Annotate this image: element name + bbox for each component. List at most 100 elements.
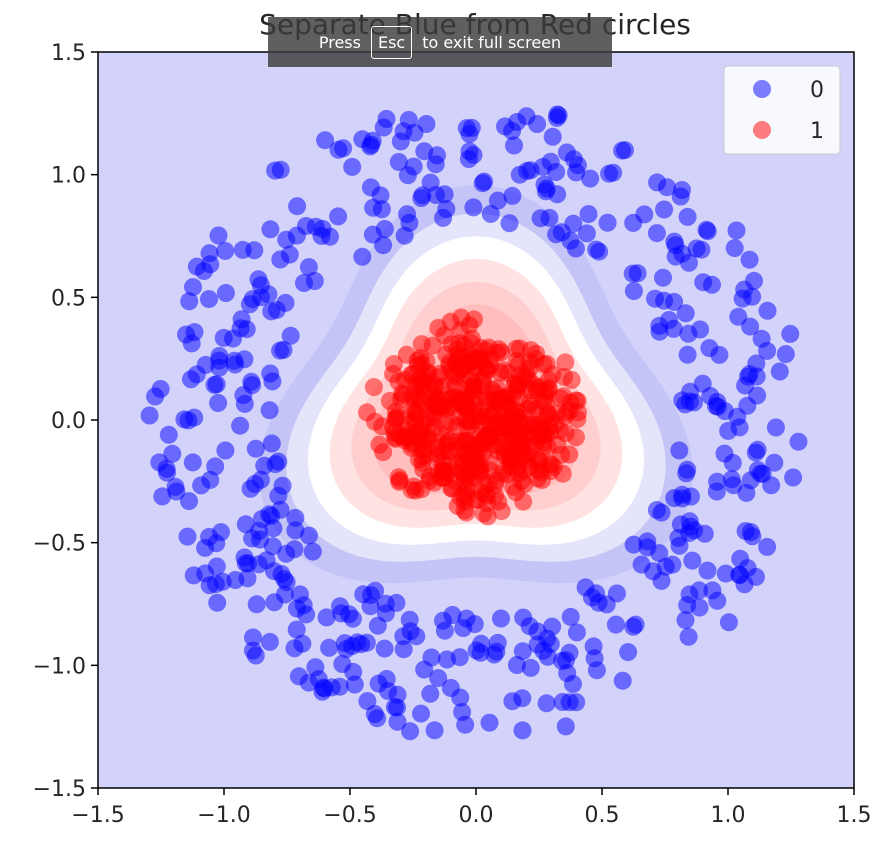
point-series-0 — [210, 347, 229, 365]
point-series-0 — [665, 489, 684, 508]
legend-label-0: 0 — [810, 78, 824, 103]
point-series-0 — [655, 200, 674, 219]
point-series-0 — [604, 163, 623, 182]
point-series-1 — [554, 387, 573, 406]
point-series-0 — [607, 584, 626, 603]
point-series-1 — [539, 381, 558, 400]
point-series-1 — [530, 421, 549, 440]
point-series-0 — [216, 241, 235, 260]
point-series-0 — [567, 623, 586, 642]
point-series-0 — [505, 136, 523, 155]
point-series-0 — [299, 258, 318, 277]
legend-label-1: 1 — [810, 119, 824, 144]
point-series-0 — [762, 476, 781, 495]
point-series-1 — [461, 450, 480, 469]
point-series-0 — [343, 157, 362, 176]
point-series-0 — [209, 226, 228, 245]
point-series-0 — [624, 213, 643, 232]
point-series-0 — [441, 679, 460, 697]
point-series-0 — [299, 673, 318, 692]
point-series-0 — [770, 362, 789, 381]
point-series-0 — [216, 441, 235, 460]
point-series-0 — [590, 242, 609, 261]
point-series-0 — [353, 247, 372, 266]
point-series-0 — [464, 198, 483, 217]
point-series-0 — [287, 620, 306, 639]
point-series-0 — [425, 721, 444, 740]
point-series-0 — [241, 479, 260, 498]
point-series-0 — [372, 200, 391, 219]
point-series-0 — [243, 376, 262, 395]
point-series-0 — [200, 244, 219, 263]
point-series-0 — [435, 621, 454, 640]
point-series-1 — [522, 396, 541, 415]
point-series-0 — [374, 118, 393, 137]
point-series-0 — [184, 278, 202, 297]
point-series-0 — [676, 304, 695, 323]
point-series-1 — [441, 389, 460, 408]
point-series-0 — [200, 290, 218, 309]
point-series-0 — [208, 593, 227, 612]
point-series-1 — [511, 449, 530, 468]
point-series-0 — [584, 637, 603, 656]
point-series-0 — [690, 598, 709, 617]
point-series-0 — [334, 139, 353, 158]
point-series-0 — [556, 651, 575, 670]
point-series-0 — [538, 647, 557, 666]
point-series-0 — [388, 685, 407, 704]
point-series-1 — [543, 365, 562, 384]
point-series-1 — [502, 433, 521, 452]
x-tick-label: 0.5 — [585, 803, 620, 828]
point-series-0 — [698, 561, 717, 580]
x-tick-label: −1.5 — [71, 803, 124, 828]
point-series-1 — [472, 411, 491, 430]
point-series-0 — [690, 581, 709, 600]
point-series-1 — [520, 359, 539, 378]
point-series-0 — [666, 236, 685, 255]
y-tick-label: −0.5 — [33, 532, 86, 557]
legend-box — [723, 65, 841, 155]
point-series-0 — [388, 712, 407, 731]
point-series-1 — [364, 378, 383, 397]
point-series-0 — [729, 307, 748, 326]
point-series-0 — [619, 643, 638, 662]
x-tick-label: 0.0 — [459, 803, 494, 828]
point-series-1 — [380, 392, 399, 410]
point-series-0 — [235, 394, 254, 413]
point-series-0 — [262, 434, 281, 453]
point-series-0 — [579, 205, 598, 224]
point-series-1 — [389, 468, 408, 487]
point-series-0 — [670, 441, 689, 460]
point-series-0 — [394, 640, 413, 659]
point-series-0 — [275, 570, 294, 589]
point-series-0 — [589, 593, 608, 612]
point-series-0 — [286, 521, 305, 540]
point-series-0 — [540, 208, 559, 227]
point-series-0 — [276, 293, 295, 312]
point-series-0 — [269, 452, 288, 471]
point-series-0 — [207, 557, 226, 576]
point-series-0 — [521, 658, 540, 677]
point-series-0 — [725, 239, 744, 258]
point-series-0 — [543, 127, 562, 146]
point-series-0 — [368, 616, 387, 635]
point-series-0 — [421, 684, 440, 703]
point-series-0 — [784, 468, 803, 487]
point-series-0 — [306, 217, 325, 236]
point-series-0 — [140, 406, 159, 425]
point-series-0 — [209, 394, 228, 412]
esc-key: Esc — [370, 25, 413, 59]
point-series-0 — [398, 166, 417, 185]
point-series-0 — [513, 721, 532, 740]
point-series-0 — [261, 364, 280, 383]
point-series-0 — [255, 456, 274, 475]
point-series-0 — [567, 693, 586, 712]
point-series-0 — [362, 135, 381, 154]
point-series-1 — [486, 486, 505, 505]
fullscreen-suffix: to exit full screen — [422, 32, 562, 52]
point-series-0 — [655, 291, 674, 310]
point-series-0 — [581, 169, 600, 188]
point-series-0 — [398, 205, 417, 224]
point-series-0 — [492, 609, 510, 628]
point-series-0 — [330, 677, 349, 696]
